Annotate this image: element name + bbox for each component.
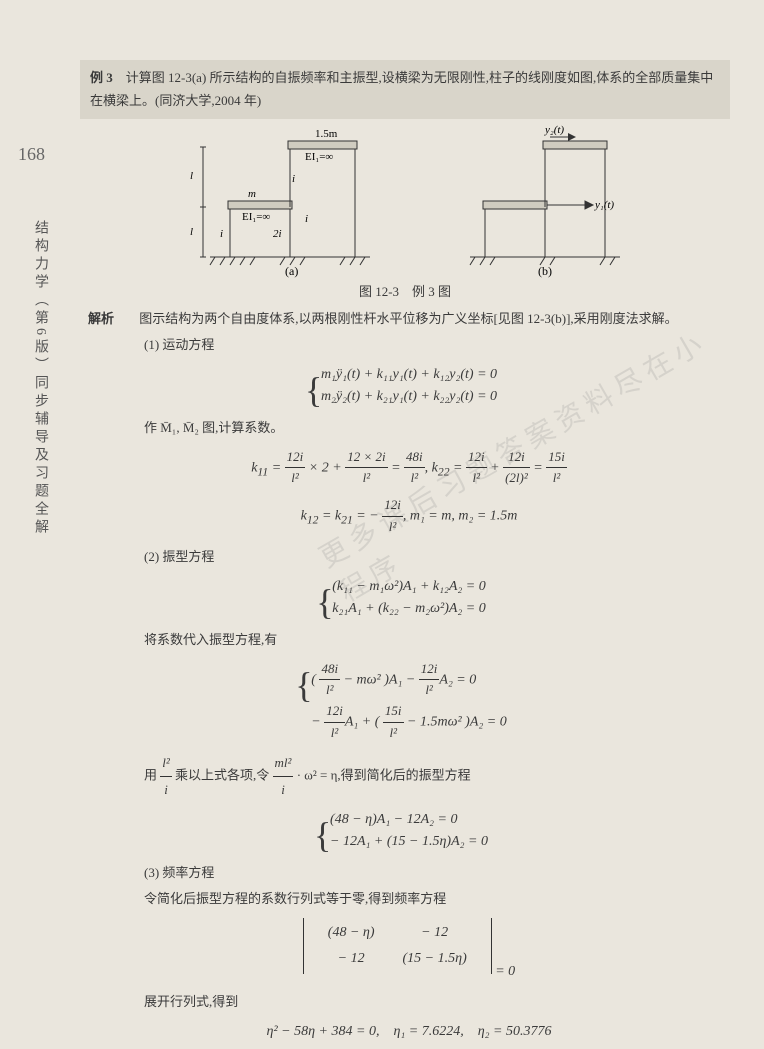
eq-masses: m₁ = m, m₂ = 1.5m [410,509,518,524]
sub-text: 将系数代入振型方程,有 [144,627,730,653]
figure-row: 1.5m EI₁=∞ m EI₁=∞ i i i 2i l l (a) [80,127,730,277]
fig-a-m: m [248,188,256,200]
example-header: 例 3 计算图 12-3(a) 所示结构的自振频率和主振型,设横梁为无限刚性,柱… [80,60,730,119]
det-22: (15 − 1.5η) [389,946,481,972]
eq-motion-1: m₁ÿ₁(t) + k₁₁y₁(t) + k₁₂y₂(t) = 0 [321,364,497,386]
eq-simpl-1: (48 − η)A₁ − 12A₂ = 0 [330,809,488,831]
eq-k12: k12 = k21 = − 12il², m₁ = m, m₂ = 1.5m [88,495,730,538]
fig-a-toplen: 1.5m [315,128,338,140]
eq-mode: { (k₁₁ − m₁ω²)A₁ + k₁₂A₂ = 0 k₂₁A₁ + (k₂… [88,576,730,621]
page-number: 168 [18,144,45,165]
fig-a-label: (a) [285,264,298,278]
eq-simpl-2: − 12A₁ + (15 − 1.5η)A₂ = 0 [330,831,488,853]
fig-a-i2: i [292,173,295,185]
brace-icon: { [316,574,333,632]
fig-a-l1: l [190,170,193,182]
mult-b: 乘以上式各项,令 [175,767,269,782]
brace-icon: { [314,807,331,865]
eq-mode-1: (k₁₁ − m₁ω²)A₁ + k₁₂A₂ = 0 [332,576,485,598]
det-12: − 12 [389,920,481,946]
mult-text: 用 l²i 乘以上式各项,令 ml²i · ω² = η,得到简化后的振型方程 [144,750,730,803]
freq-text: 令简化后振型方程的系数行列式等于零,得到频率方程 [144,886,730,912]
analysis-intro: 图示结构为两个自由度体系,以两根刚性杆水平位移为广义坐标[见图 12-3(b)]… [139,311,677,326]
fig-b-label: (b) [538,264,552,278]
brace-icon: { [305,362,322,420]
mult-a: 用 [144,767,157,782]
example-label: 例 3 [90,70,113,85]
det-eq: = 0 [495,963,515,978]
fig-a-2i: 2i [273,228,282,240]
eq-motion-2: m₂ÿ₂(t) + k₂₁y₁(t) + k₂₂y₂(t) = 0 [321,386,497,408]
figure-caption: 图 12-3 例 3 图 [80,281,730,300]
figure-a: 1.5m EI₁=∞ m EI₁=∞ i i i 2i l l (a) [170,127,390,277]
side-book-title: 结构力学（第6版）同步辅导及习题全解 [30,220,50,537]
figure-b: y₂(t) y₁(t) (b) [450,127,640,277]
fig-a-l2: l [190,226,193,238]
fig-b-y1: y₁(t) [594,199,614,211]
eq-mode-simpl: { (48 − η)A₁ − 12A₂ = 0 − 12A₁ + (15 − 1… [88,809,730,854]
section-2-title: (2) 振型方程 [144,544,730,570]
fig-a-i3: i [305,213,308,225]
analysis-body: 解析 图示结构为两个自由度体系,以两根刚性杆水平位移为广义坐标[见图 12-3(… [80,306,730,1043]
page-content: 例 3 计算图 12-3(a) 所示结构的自振频率和主振型,设横梁为无限刚性,柱… [80,60,730,1049]
eq-det: (48 − η) − 12 − 12 (15 − 1.5η) = 0 [88,918,730,983]
det-11: (48 − η) [314,920,389,946]
eq-mode-2: k₂₁A₁ + (k₂₂ − m₂ω²)A₂ = 0 [332,598,485,620]
eq-final: η² − 58η + 384 = 0, η₁ = 7.6224, η₂ = 50… [88,1021,730,1043]
section-3-title: (3) 频率方程 [144,860,730,886]
eq-k11: k11 = 12il² × 2 + 12 × 2il² = 48il², k22… [88,447,730,490]
eq-motion: { m₁ÿ₁(t) + k₁₁y₁(t) + k₁₂y₂(t) = 0 m₂ÿ₂… [88,364,730,409]
eq-mode-sub: { ( 48il² − mω² )A₁ − 12il²A₂ = 0 − 12il… [88,659,730,744]
section-1-title: (1) 运动方程 [144,332,730,358]
fig-a-ei1-bot: EI₁=∞ [242,211,270,223]
fig-b-y2: y₂(t) [544,124,564,136]
det-21: − 12 [314,946,389,972]
fig-a-i1: i [220,228,223,240]
analysis-label: 解析 [88,306,136,332]
expand-text: 展开行列式,得到 [144,989,730,1015]
brace-icon: { [295,657,312,715]
fig-a-ei1-top: EI₁=∞ [305,151,333,163]
m-diagram-text: 作 M̄₁, M̄₂ 图,计算系数。 [144,415,730,441]
mult-c: · ω² = η,得到简化后的振型方程 [297,767,471,782]
example-problem: 计算图 12-3(a) 所示结构的自振频率和主振型,设横梁为无限刚性,柱子的线刚… [90,70,713,108]
